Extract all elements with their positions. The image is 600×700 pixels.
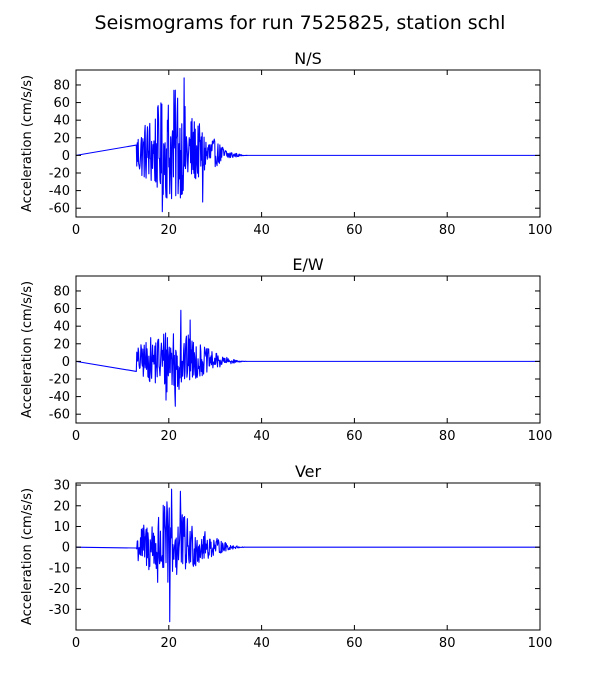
x-tick-label: 60 (346, 223, 363, 238)
x-tick-label: 20 (161, 223, 178, 238)
y-tick-label: 60 (53, 96, 70, 111)
y-axis-label: Acceleration (cm/s/s) (20, 488, 35, 625)
y-tick-label: 60 (53, 302, 70, 317)
axes-frame (75, 482, 541, 631)
y-tick-label: -10 (49, 561, 70, 576)
x-tick-label: 40 (253, 429, 270, 444)
x-tick-label: 80 (439, 429, 456, 444)
x-tick-label: 0 (72, 223, 80, 238)
y-tick-label: 0 (62, 541, 70, 556)
y-tick-label: -20 (49, 166, 70, 181)
panel-title: E/W (292, 255, 324, 274)
axes-frame (75, 69, 541, 218)
y-tick-label: -40 (49, 390, 70, 405)
y-tick-label: 80 (53, 284, 70, 299)
x-tick-label: 40 (253, 636, 270, 651)
x-tick-label: 80 (439, 223, 456, 238)
y-tick-label: 30 (53, 479, 70, 494)
y-tick-label: -60 (49, 202, 70, 217)
x-tick-label: 60 (346, 636, 363, 651)
y-tick-label: 20 (53, 131, 70, 146)
panel-2: E/W Acceleration (cm/s/s) 0 20 40 60 80 100 -60 -… (20, 255, 552, 444)
y-tick-label: 20 (53, 337, 70, 352)
y-tick-label: -30 (49, 603, 70, 618)
y-tick-label: 40 (53, 320, 70, 335)
y-tick-label: -40 (49, 184, 70, 199)
panel-1: N/S Acceleration (cm/s/s) 0 20 40 60 80 100 -60 -… (20, 49, 552, 238)
y-tick-label: -20 (49, 372, 70, 387)
y-tick-label: -60 (49, 408, 70, 423)
waveform-line (75, 488, 540, 623)
y-tick-label: 0 (62, 355, 70, 370)
x-tick-label: 100 (528, 223, 553, 238)
y-tick-label: 10 (53, 520, 70, 535)
x-tick-label: 80 (439, 636, 456, 651)
waveform-line (75, 309, 540, 407)
axes-frame (75, 275, 541, 424)
y-axis-label: Acceleration (cm/s/s) (20, 281, 35, 418)
x-tick-label: 20 (161, 429, 178, 444)
y-tick-label: 20 (53, 499, 70, 514)
y-tick-label: 0 (62, 149, 70, 164)
figure-title: Seismograms for run 7525825, station sch… (95, 12, 506, 34)
x-tick-label: 40 (253, 223, 270, 238)
x-tick-label: 0 (72, 636, 80, 651)
x-tick-label: 100 (528, 636, 553, 651)
x-tick-label: 20 (161, 636, 178, 651)
y-axis-label: Acceleration (cm/s/s) (20, 75, 35, 212)
y-tick-label: 40 (53, 114, 70, 129)
y-tick-label: -20 (49, 582, 70, 597)
panel-title: Ver (295, 462, 322, 481)
x-tick-label: 100 (528, 429, 553, 444)
y-tick-label: 80 (53, 78, 70, 93)
waveform-line (75, 77, 540, 213)
panel-title: N/S (294, 49, 322, 68)
x-tick-label: 0 (72, 429, 80, 444)
x-tick-label: 60 (346, 429, 363, 444)
